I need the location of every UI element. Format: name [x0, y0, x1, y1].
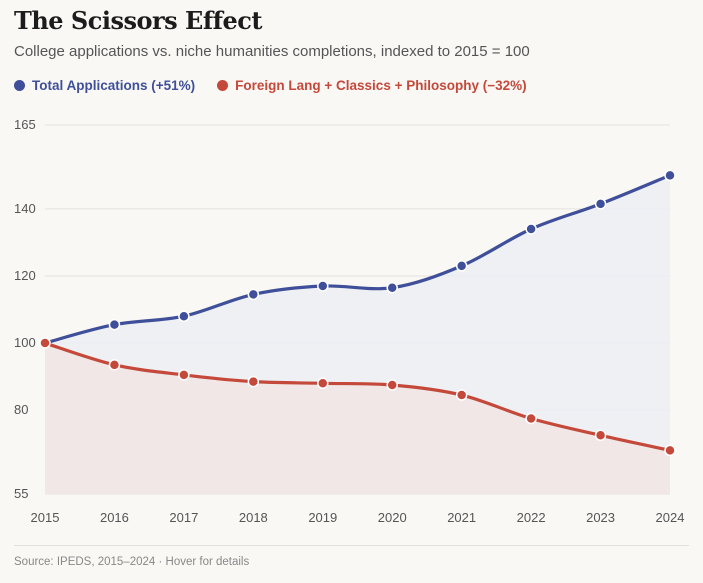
- legend: Total Applications (+51%) Foreign Lang +…: [14, 78, 527, 93]
- data-point-humanities-2018: [247, 375, 260, 388]
- source-note: Source: IPEDS, 2015–2024 · Hover for det…: [14, 556, 250, 568]
- data-point-applications-2021: [455, 260, 468, 272]
- data-point-humanities-2022: [525, 412, 537, 425]
- x-tick-label: 2018: [239, 510, 268, 525]
- y-tick-label: 80: [14, 402, 28, 417]
- data-point-humanities-2021: [455, 389, 468, 401]
- data-point-applications-2020: [386, 281, 398, 294]
- x-tick-label: 2021: [447, 510, 476, 525]
- data-point-applications-2017: [178, 310, 190, 322]
- x-tick-label: 2016: [100, 510, 129, 525]
- x-tick-label: 2015: [31, 510, 60, 525]
- y-tick-label: 100: [14, 335, 36, 350]
- data-point-applications-2016: [108, 318, 121, 331]
- legend-label-applications: Total Applications (+51%): [32, 78, 196, 93]
- y-tick-label: 55: [14, 486, 28, 501]
- x-tick-label: 2023: [586, 510, 615, 525]
- x-tick-label: 2017: [169, 510, 198, 525]
- data-point-humanities-2015: [39, 337, 51, 349]
- data-point-applications-2019: [317, 280, 329, 292]
- data-point-applications-2022: [525, 223, 537, 235]
- chart-subtitle: College applications vs. niche humanitie…: [14, 43, 530, 60]
- y-tick-label: 120: [14, 268, 36, 283]
- data-point-applications-2024: [664, 169, 676, 182]
- legend-dot-humanities: [217, 80, 229, 91]
- x-tick-label: 2024: [656, 510, 685, 525]
- chart-title: The Scissors Effect: [14, 6, 262, 35]
- data-point-humanities-2016: [108, 359, 121, 371]
- x-tick-label: 2020: [378, 510, 407, 525]
- y-tick-label: 165: [14, 117, 36, 132]
- data-point-humanities-2023: [594, 429, 607, 442]
- footer-divider: [14, 545, 689, 546]
- series-line-humanities: [43, 341, 672, 452]
- data-point-humanities-2024: [664, 444, 676, 457]
- data-point-humanities-2020: [386, 379, 398, 391]
- y-tick-label: 140: [14, 201, 36, 216]
- legend-item-humanities[interactable]: Foreign Lang + Classics + Philosophy (−3…: [217, 78, 527, 93]
- x-tick-label: 2019: [308, 510, 337, 525]
- data-point-applications-2023: [594, 198, 607, 210]
- legend-item-applications[interactable]: Total Applications (+51%): [14, 78, 195, 93]
- legend-label-humanities: Foreign Lang + Classics + Philosophy (−3…: [235, 78, 527, 93]
- legend-dot-applications: [14, 80, 25, 91]
- data-point-applications-2018: [247, 288, 260, 301]
- area-fill-humanities: [45, 343, 670, 494]
- line-chart: 55 80 100 120 140 165 2015 2016 2017 2018 2019 2020…: [14, 117, 685, 525]
- data-point-humanities-2019: [317, 377, 329, 390]
- series-line-applications: [43, 173, 672, 345]
- x-tick-label: 2022: [517, 510, 546, 525]
- data-point-humanities-2017: [178, 369, 190, 381]
